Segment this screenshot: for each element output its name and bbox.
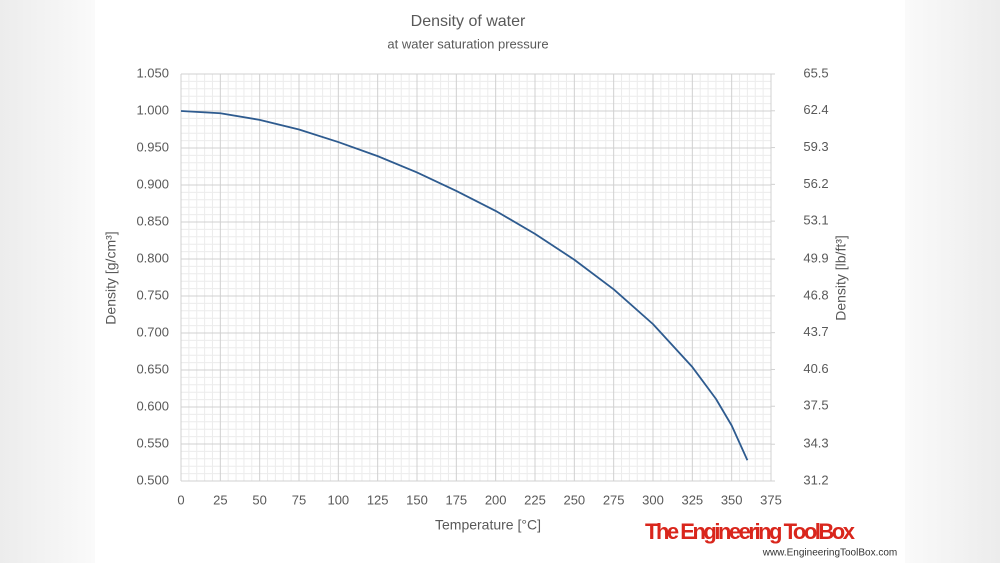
grid — [180, 73, 772, 482]
y2-tick-label: 34.3 — [803, 436, 828, 451]
y-tick-label: 0.750 — [136, 287, 169, 302]
y-tick-label: 1.050 — [136, 65, 169, 80]
x-tick-label: 50 — [252, 492, 266, 507]
x-tick-label: 75 — [292, 492, 306, 507]
y-tick-label: 0.500 — [136, 472, 169, 487]
x-tick-label: 225 — [524, 492, 546, 507]
y2-axis-label: Density [lb/ft³] — [833, 235, 849, 321]
x-tick-label: 350 — [721, 492, 743, 507]
x-tick-label: 100 — [327, 492, 349, 507]
x-tick-label: 300 — [642, 492, 664, 507]
y2-tick-label: 43.7 — [803, 324, 828, 339]
x-tick-label: 275 — [603, 492, 625, 507]
side-bg — [0, 0, 95, 563]
logo: The Engineering ToolBox — [645, 519, 856, 544]
x-tick-label: 0 — [177, 492, 184, 507]
y-tick-label: 0.950 — [136, 139, 169, 154]
y2-tick-label: 46.8 — [803, 287, 828, 302]
y2-tick-label: 40.6 — [803, 361, 828, 376]
x-tick-label: 25 — [213, 492, 227, 507]
side-bg — [905, 0, 1000, 563]
data-line — [180, 110, 749, 461]
x-tick-label: 375 — [760, 492, 782, 507]
y2-tick-label: 49.9 — [803, 251, 828, 266]
x-tick-label: 175 — [445, 492, 467, 507]
y-tick-label: 1.000 — [136, 102, 169, 117]
y-tick-label: 0.700 — [136, 324, 169, 339]
x-tick-label: 150 — [406, 492, 428, 507]
y-tick-label: 0.900 — [136, 176, 169, 191]
x-tick-label: 125 — [367, 492, 389, 507]
website: www.EngineeringToolBox.com — [762, 548, 898, 559]
x-axis-label: Temperature [°C] — [435, 517, 541, 533]
chart-subtitle: at water saturation pressure — [387, 36, 548, 51]
y2-tick-label: 59.3 — [803, 139, 828, 154]
y-tick-label: 0.600 — [136, 398, 169, 413]
y-tick-label: 0.850 — [136, 213, 169, 228]
y2-tick-label: 56.2 — [803, 176, 828, 191]
y2-tick-label: 62.4 — [803, 102, 828, 117]
x-tick-label: 250 — [563, 492, 585, 507]
x-tick-label: 325 — [681, 492, 703, 507]
y-axis-label: Density [g/cm³] — [103, 231, 119, 324]
x-tick-label: 200 — [485, 492, 507, 507]
y2-tick-label: 31.2 — [803, 472, 828, 487]
y-tick-label: 0.550 — [136, 435, 169, 450]
y2-tick-label: 53.1 — [803, 213, 828, 228]
y2-tick-label: 65.5 — [803, 65, 828, 80]
chart-title: Density of water — [411, 13, 526, 30]
y-tick-label: 0.650 — [136, 361, 169, 376]
y-tick-label: 0.800 — [136, 250, 169, 265]
y2-tick-label: 37.5 — [803, 398, 828, 413]
